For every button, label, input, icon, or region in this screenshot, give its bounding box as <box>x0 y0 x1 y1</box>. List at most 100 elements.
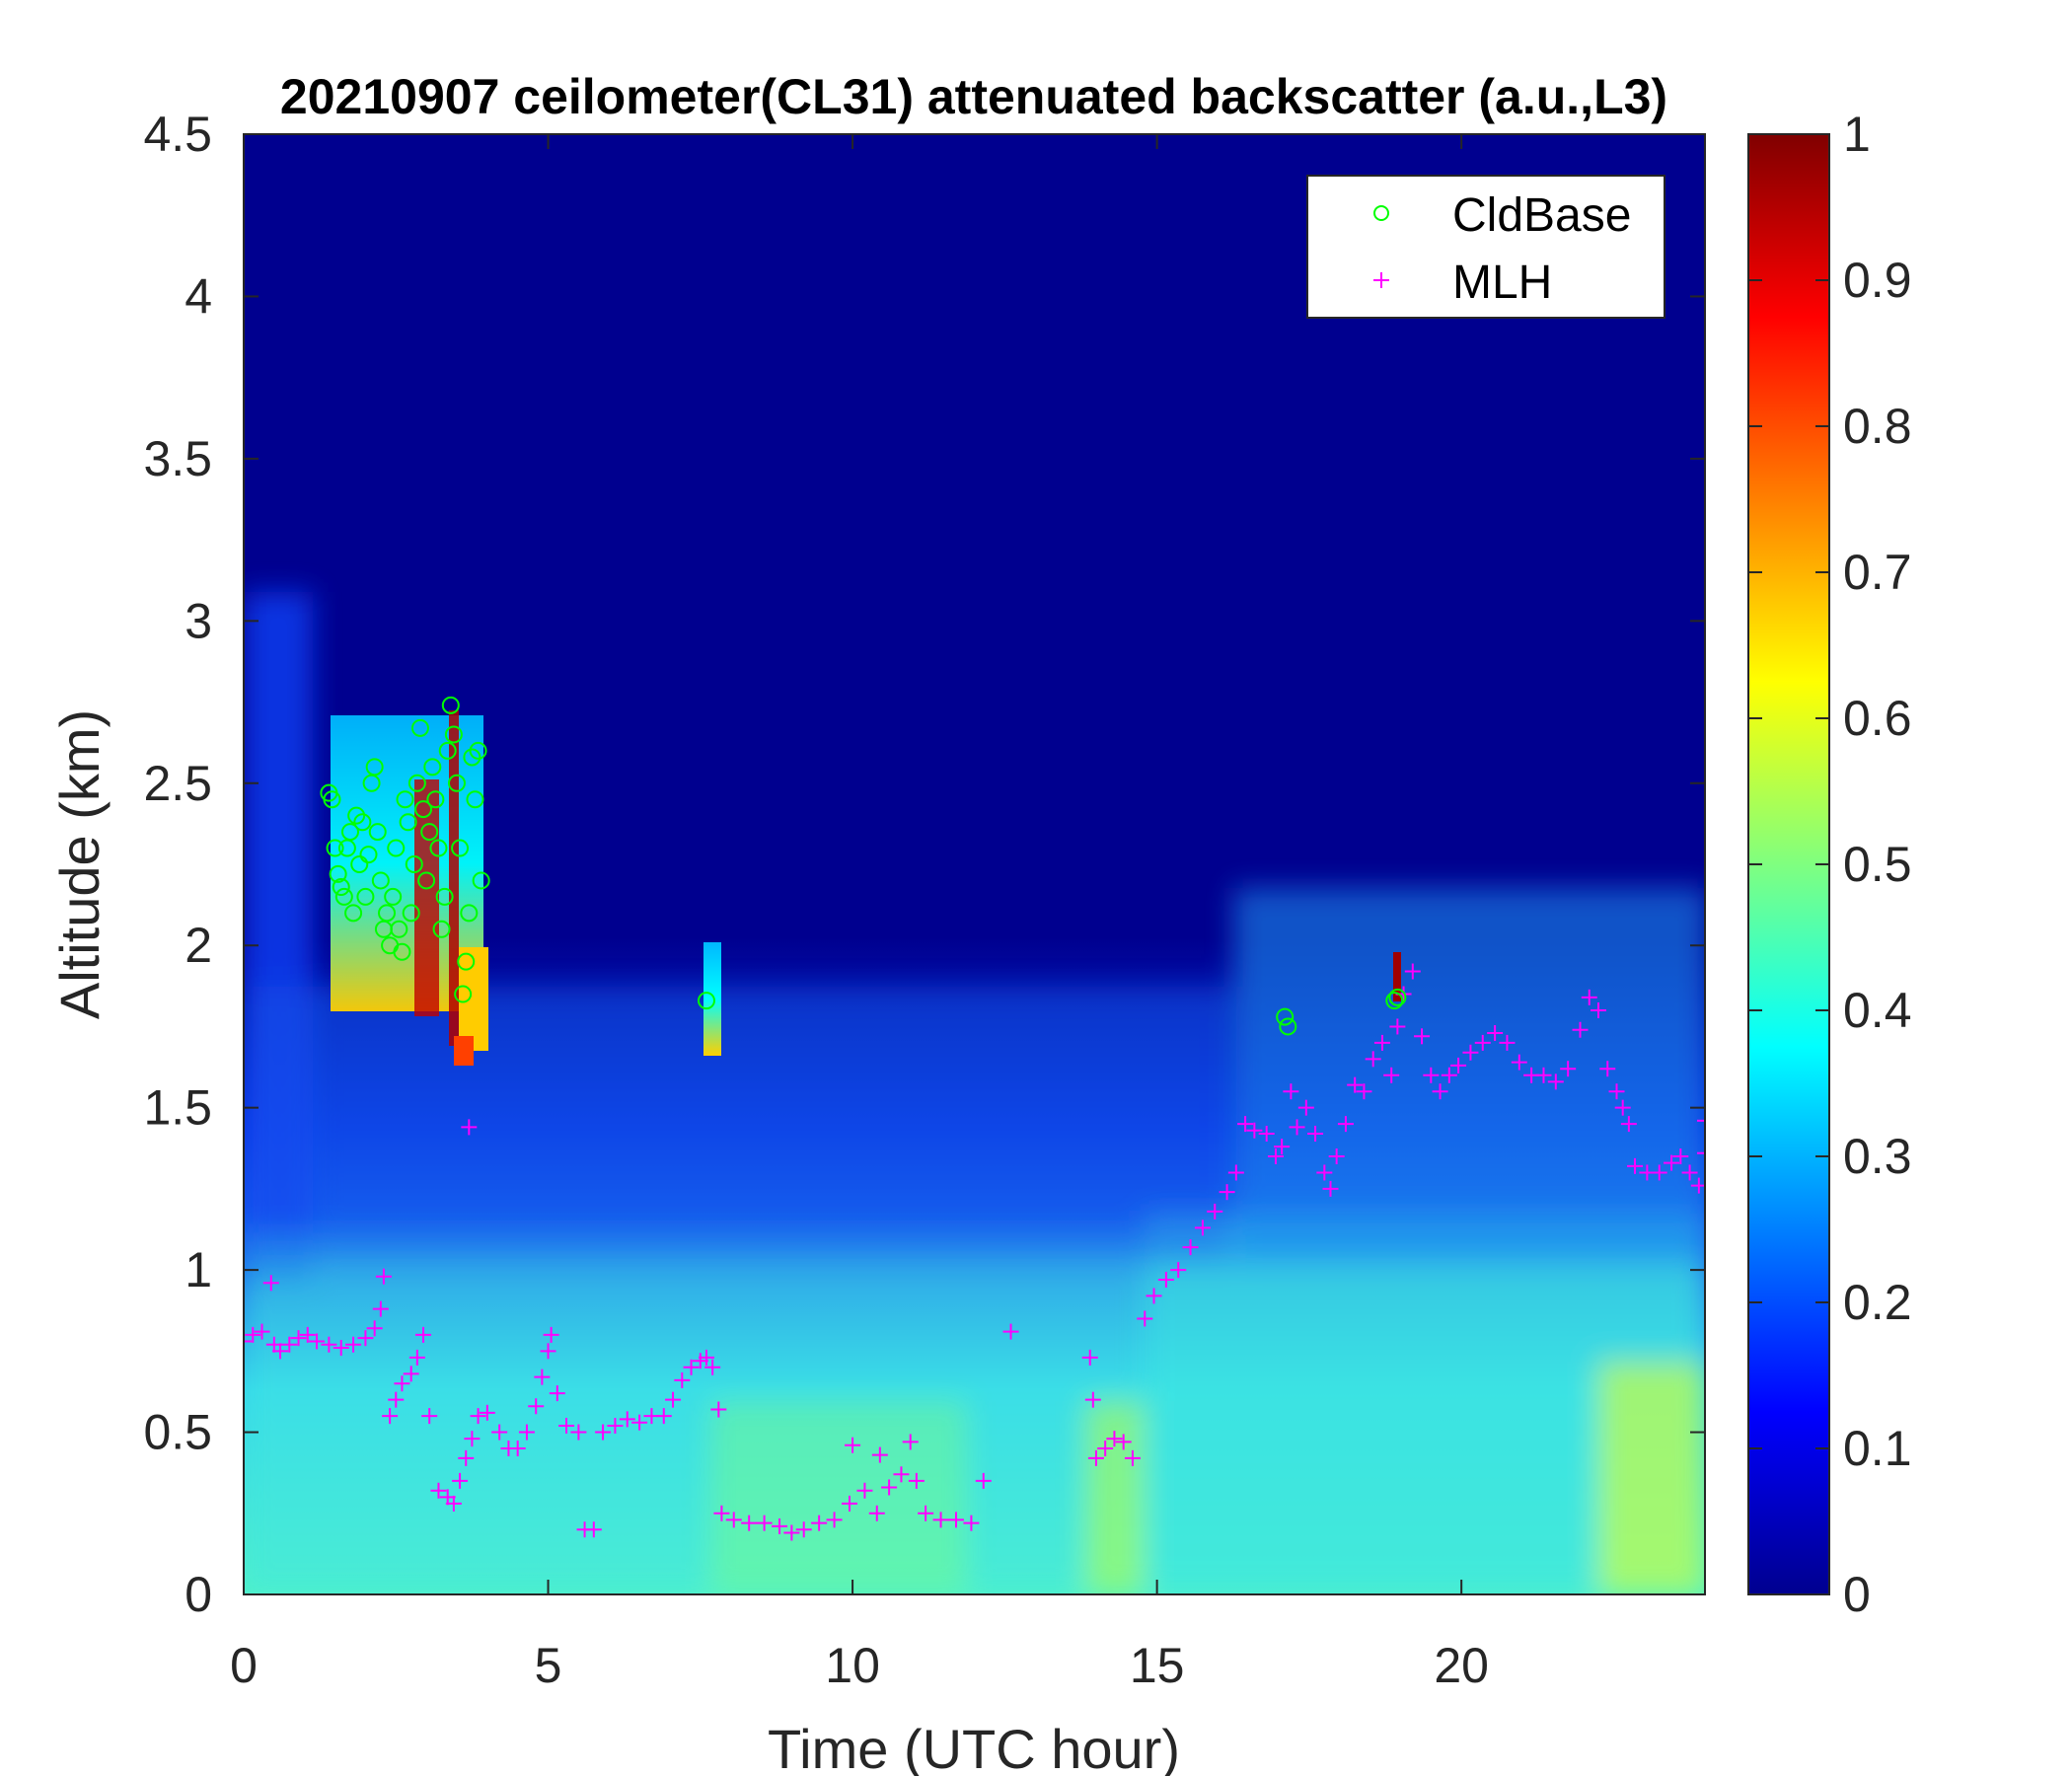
mlh-point <box>333 1340 349 1357</box>
mlh-point <box>388 1391 405 1408</box>
colorbar-tick-label: 0.6 <box>1843 691 1912 746</box>
mlh-point <box>479 1404 495 1421</box>
mlh-point <box>461 1119 478 1136</box>
cldbase-point <box>399 813 417 832</box>
axis-ticks: 0 5 10 15 20 0 0.5 1 1.5 2 2.5 3 3.5 4 4.5 <box>143 107 1705 1693</box>
mlh-point <box>470 1408 486 1425</box>
mlh-point <box>1572 1021 1589 1038</box>
mlh-point <box>902 1434 919 1450</box>
chart-title: 20210907 ceilometer(CL31) attenuated bac… <box>280 69 1667 124</box>
mlh-point <box>1207 1203 1223 1220</box>
mlh-point <box>540 1343 556 1360</box>
cldbase-point <box>368 823 387 842</box>
mlh-point <box>1414 1028 1431 1045</box>
cldbase-point <box>463 748 481 767</box>
cloud-patch-right <box>1393 952 1401 1001</box>
mlh-point <box>1499 1034 1516 1051</box>
mlh-point <box>683 1359 700 1375</box>
mlh-point <box>1337 1116 1354 1133</box>
cldbase-point <box>423 758 442 777</box>
y-tick-label: 1 <box>185 1242 212 1297</box>
mlh-point <box>1322 1180 1339 1197</box>
cldbase-point <box>371 871 390 890</box>
legend-box <box>1306 175 1665 319</box>
colorbar-tick-label: 0.5 <box>1843 837 1912 892</box>
mlh-point <box>1267 1148 1284 1164</box>
mlh-point <box>1547 1073 1564 1090</box>
mlh-point <box>1450 1057 1467 1073</box>
colorbar-tick-label: 0.8 <box>1843 399 1912 454</box>
mlh-point <box>321 1336 337 1353</box>
mlh-point <box>1237 1116 1254 1133</box>
cldbase-point <box>410 718 429 737</box>
mlh-point <box>704 1359 721 1375</box>
series-cldbase <box>320 696 1407 1036</box>
cldbase-point <box>1276 1007 1295 1026</box>
legend: CldBase MLH <box>1306 175 1665 319</box>
mlh-point <box>458 1449 475 1466</box>
mlh-point <box>1328 1148 1345 1164</box>
mlh-point <box>299 1326 316 1343</box>
colorbar-ticks: 0 0.1 0.2 0.3 0.4 0.5 0.6 0.7 0.8 0.9 1 <box>1748 107 1912 1622</box>
mlh-point <box>868 1505 885 1521</box>
cldbase-point <box>414 800 433 819</box>
mlh-point <box>826 1512 843 1528</box>
cldbase-point <box>356 887 375 906</box>
cldbase-point <box>402 904 420 923</box>
mlh-point <box>1560 1061 1577 1077</box>
colorbar-tick-label: 0 <box>1843 1567 1871 1622</box>
mlh-point <box>509 1441 526 1456</box>
cldbase-point <box>697 992 715 1010</box>
cldbase-point <box>1385 992 1404 1010</box>
mlh-point <box>607 1417 624 1434</box>
x-tick-label: 0 <box>230 1638 258 1693</box>
mlh-point <box>811 1515 828 1531</box>
mlh-point <box>491 1424 508 1441</box>
legend-cldbase-label: CldBase <box>1452 189 1631 242</box>
cldbase-point <box>460 904 479 923</box>
cldbase-point <box>326 839 344 857</box>
cldbase-point <box>1388 988 1407 1006</box>
x-tick-label: 15 <box>1130 1638 1185 1693</box>
mlh-point <box>452 1472 469 1489</box>
cldbase-point <box>329 864 347 883</box>
mlh-point <box>1087 1449 1104 1466</box>
mlh-point <box>1432 1083 1448 1100</box>
cldbase-point <box>469 741 487 760</box>
mlh-point <box>408 1349 425 1366</box>
cldbase-point <box>407 774 426 792</box>
mlh-point <box>1283 1083 1299 1100</box>
cldbase-point <box>359 846 378 864</box>
mlh-point <box>1474 1034 1491 1051</box>
mlh-point <box>1289 1119 1305 1136</box>
y-tick-label: 4.5 <box>143 107 212 162</box>
cldbase-point <box>429 839 448 857</box>
mlh-point <box>403 1366 419 1382</box>
mlh-point <box>1365 1051 1381 1068</box>
mlh-point <box>1389 1018 1406 1035</box>
colorbar-tick-label: 0.1 <box>1843 1421 1912 1476</box>
mlh-point <box>1106 1431 1123 1447</box>
mlh-point <box>1383 1067 1400 1083</box>
cldbase-point <box>405 855 423 873</box>
mlh-point <box>918 1505 934 1521</box>
cldbase-point <box>438 741 457 760</box>
mlh-point <box>1227 1164 1244 1181</box>
cldbase-point <box>334 887 353 906</box>
cldbase-point <box>451 839 470 857</box>
mlh-point <box>1194 1220 1211 1236</box>
mlh-point <box>655 1408 672 1425</box>
axes-box <box>243 133 1706 1595</box>
mlh-point <box>1146 1288 1162 1304</box>
cldbase-point <box>426 790 445 809</box>
mlh-point <box>975 1472 992 1489</box>
mlh-point <box>713 1505 730 1521</box>
cldbase-point <box>472 871 490 890</box>
mlh-point <box>841 1495 857 1512</box>
mlh-point <box>1002 1323 1019 1340</box>
mlh-point <box>1081 1349 1098 1366</box>
cldbase-point <box>454 985 473 1003</box>
mlh-point <box>932 1512 949 1528</box>
cldbase-point <box>347 806 366 825</box>
mlh-point <box>1316 1164 1333 1181</box>
